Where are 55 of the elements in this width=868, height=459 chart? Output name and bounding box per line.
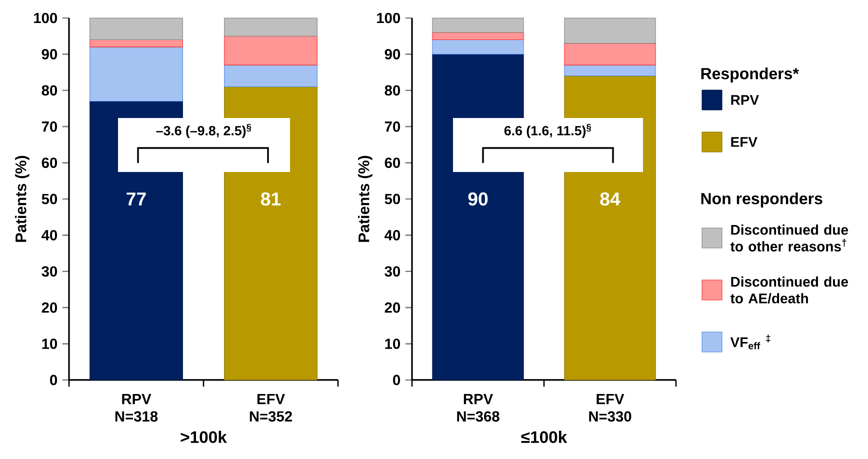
text: Non responders — [701, 192, 822, 208]
bar — [432, 32, 524, 40]
x-tick-label: EFV N=352 — [250, 394, 292, 422]
x-axis-title: ≤100k — [521, 430, 568, 444]
data-label: 90 — [468, 192, 488, 206]
annotation: 6.6 (1.6, 11.5)$^{§}$ — [504, 124, 592, 138]
y-tick-label: 30 — [42, 266, 58, 277]
legend-label: Discontinued due to AE/death — [730, 276, 848, 304]
legend-label: EFV — [731, 137, 758, 147]
bar — [224, 18, 318, 36]
y-tick-label: 0 — [393, 374, 400, 386]
y-axis-title: Patients (%) — [15, 156, 30, 242]
y-axis-title: Patients (%) — [358, 156, 372, 242]
legend-label: VF$_{eff}$ ‡ — [730, 334, 770, 350]
y-tick-label: 40 — [42, 230, 58, 240]
x-tick-label: EFV N=330 — [589, 394, 632, 422]
y-tick-label: 20 — [42, 302, 58, 313]
legend-label: Discontinued due to other reasons$^{†}$ — [730, 224, 848, 252]
y-tick-label: 70 — [42, 121, 58, 132]
data-label: 81 — [260, 192, 281, 206]
legend-label: RPV — [731, 95, 759, 105]
data-label: 84 — [600, 192, 620, 206]
bar — [564, 18, 656, 44]
y-tick-label: 60 — [384, 158, 400, 168]
legend-title: Responders* — [701, 68, 799, 82]
bar — [564, 64, 656, 76]
y-tick-label: 30 — [384, 266, 400, 277]
y-tick-label: 80 — [384, 85, 400, 96]
y-tick-label: 50 — [384, 194, 400, 204]
data-label: 77 — [126, 192, 146, 206]
bar — [564, 43, 656, 66]
y-tick-label: 100 — [34, 12, 58, 24]
x-tick-label: RPV N=368 — [457, 394, 500, 422]
y-tick-label: 60 — [42, 158, 58, 168]
x-tick-label: RPV N=318 — [115, 394, 158, 422]
bar — [224, 36, 318, 66]
x-axis-title: >100k — [180, 430, 227, 444]
y-tick-label: 20 — [384, 302, 400, 313]
bar — [432, 18, 524, 33]
bar — [90, 39, 183, 48]
bar — [224, 64, 318, 88]
y-tick-label: 80 — [42, 85, 58, 96]
y-tick-label: 10 — [42, 338, 58, 349]
y-tick-label: 70 — [384, 121, 400, 132]
y-tick-label: 90 — [42, 49, 58, 60]
y-tick-label: 40 — [384, 230, 400, 240]
y-tick-label: 100 — [377, 12, 400, 24]
y-tick-label: 0 — [50, 374, 58, 386]
y-tick-label: 10 — [385, 338, 400, 349]
y-tick-label: 90 — [384, 49, 400, 60]
bar — [90, 46, 183, 102]
bar — [432, 39, 524, 54]
annotation: –3.6 (–9.8, 2.5)$^{§}$ — [156, 124, 252, 138]
y-tick-label: 50 — [42, 194, 58, 204]
bar — [90, 18, 183, 40]
